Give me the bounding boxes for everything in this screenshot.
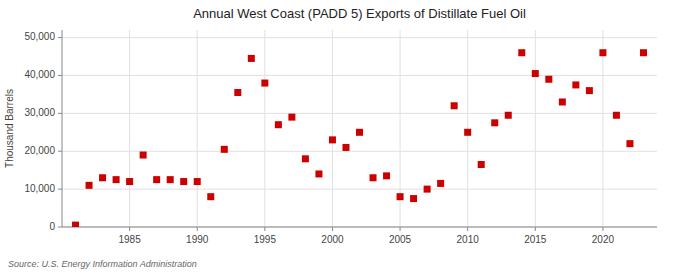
- point: [126, 178, 133, 185]
- point: [288, 114, 295, 121]
- y-grid-line: [62, 151, 657, 152]
- point: [478, 161, 485, 168]
- y-tick: [58, 151, 62, 152]
- point: [180, 178, 187, 185]
- y-tick: [58, 75, 62, 76]
- x-tick: [535, 227, 536, 231]
- point: [140, 152, 147, 159]
- y-axis-label: Thousand Barrels: [4, 89, 15, 168]
- point: [410, 195, 417, 202]
- y-grid-line: [62, 113, 657, 114]
- point: [194, 178, 201, 185]
- points: [72, 49, 647, 227]
- point: [86, 182, 93, 189]
- point: [153, 176, 160, 183]
- point: [572, 81, 579, 88]
- point: [613, 112, 620, 119]
- y-tick-label: 20,000: [24, 145, 55, 156]
- x-grid-line: [197, 30, 198, 227]
- point: [451, 102, 458, 109]
- grid: [62, 30, 657, 227]
- y-tick-label: 10,000: [24, 183, 55, 194]
- chart: 0 10,000 20,000 30,000 40,000 50,000 1985 1990 1…: [0, 0, 675, 275]
- x-tick: [400, 227, 401, 231]
- x-tick: [264, 227, 265, 231]
- x-axis-line: [62, 227, 657, 228]
- y-grid-line: [62, 37, 657, 38]
- point: [626, 140, 633, 147]
- title: Annual West Coast (PADD 5) Exports of Di…: [193, 6, 526, 21]
- x-tick-label: 2000: [321, 234, 344, 245]
- x-tick-label: 2015: [524, 234, 547, 245]
- point: [99, 174, 106, 181]
- x-grid-line: [129, 30, 130, 227]
- point: [234, 89, 241, 96]
- point: [383, 172, 390, 179]
- point: [342, 144, 349, 151]
- point: [505, 112, 512, 119]
- point: [261, 80, 268, 87]
- point: [559, 98, 566, 105]
- x-grid-line: [602, 30, 603, 227]
- point: [640, 49, 647, 56]
- y-axis-line: [62, 30, 63, 227]
- y-grid-line: [62, 75, 657, 76]
- y-tick-label: 0: [49, 221, 55, 232]
- point: [72, 222, 79, 227]
- point: [167, 176, 174, 183]
- point: [221, 146, 228, 153]
- axes: 0 10,000 20,000 30,000 40,000 50,000 1985 1990 1…: [24, 30, 657, 245]
- point: [370, 174, 377, 181]
- y-tick-label: 50,000: [24, 31, 55, 42]
- x-tick-label: 1995: [254, 234, 277, 245]
- x-grid-line: [467, 30, 468, 227]
- y-tick-label: 30,000: [24, 107, 55, 118]
- point: [545, 76, 552, 83]
- x-tick-label: 1990: [186, 234, 209, 245]
- x-tick-label: 1985: [118, 234, 141, 245]
- point: [518, 49, 525, 56]
- x-tick: [197, 227, 198, 231]
- y-tick-label: 40,000: [24, 69, 55, 80]
- point: [599, 49, 606, 56]
- y-tick: [58, 113, 62, 114]
- y-tick: [58, 227, 62, 228]
- x-tick-label: 2010: [457, 234, 480, 245]
- point: [113, 176, 120, 183]
- point: [356, 129, 363, 136]
- x-grid-line: [332, 30, 333, 227]
- point: [302, 155, 309, 162]
- point: [397, 193, 404, 200]
- point: [315, 170, 322, 177]
- point: [207, 193, 214, 200]
- point: [464, 129, 471, 136]
- x-tick: [129, 227, 130, 231]
- annotation: Source: U.S. Energy Information Administ…: [8, 259, 197, 269]
- point: [248, 55, 255, 62]
- point: [491, 119, 498, 126]
- x-grid-line: [535, 30, 536, 227]
- point: [424, 186, 431, 193]
- y-grid-line: [62, 189, 657, 190]
- point: [437, 180, 444, 187]
- x-tick-label: 2020: [592, 234, 615, 245]
- point: [532, 70, 539, 77]
- y-grid-line: [62, 227, 657, 228]
- y-tick: [58, 189, 62, 190]
- point: [275, 121, 282, 128]
- point: [329, 136, 336, 143]
- x-tick: [467, 227, 468, 231]
- x-grid-line: [264, 30, 265, 227]
- y-tick: [58, 37, 62, 38]
- x-tick: [602, 227, 603, 231]
- x-tick-label: 2005: [389, 234, 412, 245]
- x-tick: [332, 227, 333, 231]
- point: [586, 87, 593, 94]
